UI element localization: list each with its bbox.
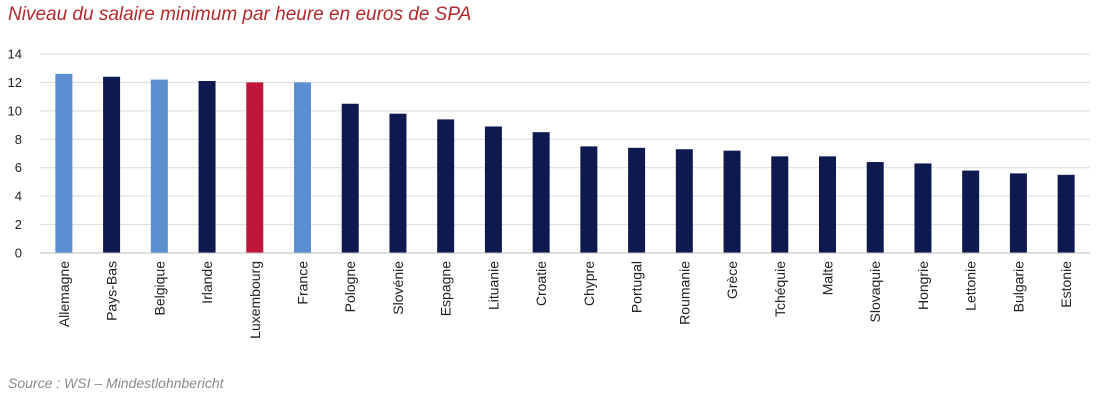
bar-tchequie bbox=[771, 156, 789, 253]
bar-malte bbox=[819, 156, 836, 253]
x-tick-label: Grèce bbox=[724, 261, 740, 299]
bar-irlande bbox=[198, 81, 216, 253]
y-tick-label: 14 bbox=[8, 47, 22, 62]
x-tick-label: France bbox=[295, 261, 311, 305]
y-tick-label: 4 bbox=[15, 189, 22, 204]
bar-bulgarie bbox=[1009, 173, 1027, 253]
x-tick-label: Slovaquie bbox=[867, 261, 883, 323]
bars bbox=[55, 73, 1075, 254]
x-tick-label: Roumanie bbox=[676, 261, 692, 325]
bar-pays-bas bbox=[103, 76, 121, 253]
y-tick-label: 8 bbox=[15, 132, 22, 147]
x-tick-label: Lettonie bbox=[963, 261, 979, 311]
x-tick-label: Pologne bbox=[342, 261, 358, 313]
x-tick-label: Espagne bbox=[438, 261, 454, 316]
x-tick-label: Malte bbox=[820, 261, 836, 295]
bar-luxembourg bbox=[246, 82, 264, 253]
y-tick-label: 2 bbox=[15, 217, 22, 232]
source-note: Source : WSI – Mindestlohnbericht bbox=[8, 375, 224, 391]
bar-lituanie bbox=[484, 126, 502, 253]
x-axis-labels: Allemagne Pays-Bas Belgique Irlande Luxembou… bbox=[56, 261, 1074, 339]
chart-title: Niveau du salaire minimum par heure en e… bbox=[8, 4, 472, 25]
bar-croatie bbox=[532, 132, 550, 253]
x-tick-label: Allemagne bbox=[56, 261, 72, 327]
bar-roumanie bbox=[675, 149, 693, 253]
x-tick-label: Slovénie bbox=[390, 261, 406, 315]
x-tick-label: Irlande bbox=[199, 261, 215, 304]
x-tick-label: Croatie bbox=[533, 261, 549, 306]
bar-chart: 0 2 4 6 8 10 12 14 Allemagne Pays-Bas Belgique Irl… bbox=[8, 47, 1090, 339]
y-tick-label: 10 bbox=[8, 103, 22, 118]
bar-hongrie bbox=[914, 163, 932, 253]
x-tick-label: Portugal bbox=[629, 261, 645, 313]
x-tick-label: Lituanie bbox=[485, 261, 501, 310]
y-axis-ticks: 0 2 4 6 8 10 12 14 bbox=[8, 47, 22, 261]
bar-belgique bbox=[150, 79, 168, 253]
y-tick-label: 0 bbox=[15, 246, 22, 261]
x-tick-label: Tchéquie bbox=[772, 261, 788, 317]
x-tick-label: Chypre bbox=[581, 261, 597, 306]
bar-slovaquie bbox=[866, 162, 884, 253]
bar-lettonie bbox=[962, 170, 980, 253]
bar-slovenie bbox=[389, 113, 407, 253]
x-tick-label: Hongrie bbox=[915, 261, 931, 310]
bar-chypre bbox=[580, 146, 598, 253]
bar-grece bbox=[723, 150, 741, 253]
bar-pologne bbox=[341, 103, 359, 253]
x-tick-label: Luxembourg bbox=[247, 261, 263, 339]
y-tick-label: 6 bbox=[15, 160, 22, 175]
y-tick-label: 12 bbox=[8, 75, 22, 90]
x-tick-label: Belgique bbox=[151, 261, 167, 316]
bar-portugal bbox=[628, 147, 646, 253]
gridlines bbox=[40, 53, 1090, 226]
x-tick-label: Estonie bbox=[1058, 261, 1074, 308]
bar-france bbox=[294, 82, 311, 253]
x-tick-label: Bulgarie bbox=[1010, 261, 1026, 313]
bar-estonie bbox=[1057, 174, 1075, 253]
x-tick-label: Pays-Bas bbox=[104, 261, 120, 321]
bar-allemagne bbox=[55, 73, 73, 254]
bar-espagne bbox=[437, 119, 455, 253]
